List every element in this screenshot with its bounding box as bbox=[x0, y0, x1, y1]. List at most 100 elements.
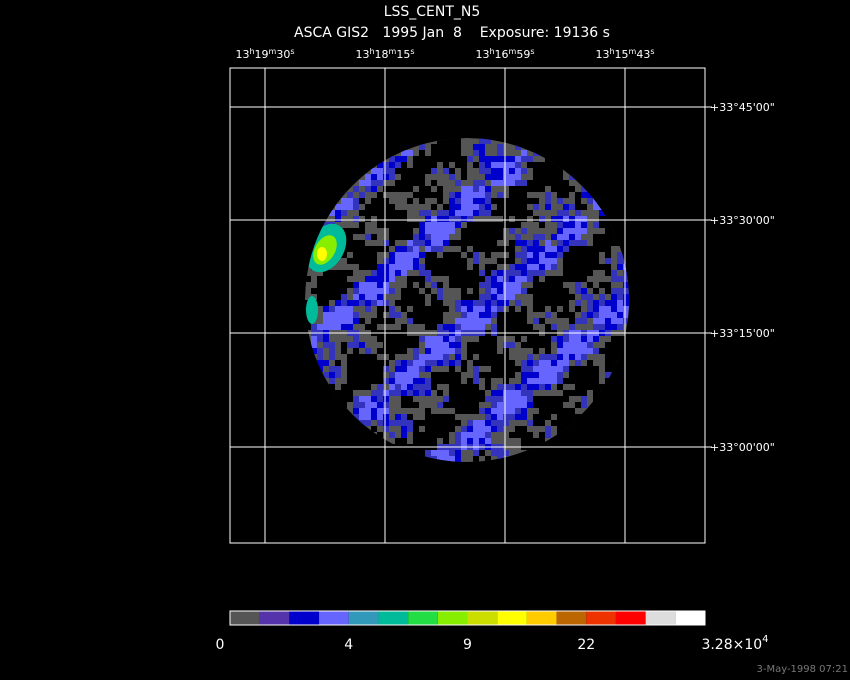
pixel bbox=[461, 408, 467, 414]
pixel bbox=[503, 342, 509, 348]
pixel bbox=[491, 402, 497, 408]
pixel bbox=[413, 234, 419, 240]
pixel bbox=[581, 402, 587, 408]
pixel bbox=[443, 138, 449, 144]
pixel bbox=[347, 384, 353, 390]
pixel bbox=[575, 210, 581, 216]
pixel bbox=[497, 228, 503, 234]
pixel bbox=[407, 186, 413, 192]
pixel bbox=[461, 156, 467, 162]
pixel bbox=[359, 372, 365, 378]
pixel bbox=[503, 360, 509, 366]
pixel bbox=[425, 336, 431, 342]
pixel bbox=[473, 144, 479, 150]
pixel bbox=[395, 216, 401, 222]
pixel bbox=[383, 420, 389, 426]
pixel bbox=[437, 210, 443, 216]
pixel bbox=[497, 426, 503, 432]
pixel bbox=[413, 378, 419, 384]
pixel bbox=[395, 234, 401, 240]
pixel bbox=[539, 246, 545, 252]
pixel bbox=[563, 264, 569, 270]
pixel bbox=[557, 354, 563, 360]
pixel bbox=[395, 390, 401, 396]
pixel bbox=[545, 174, 551, 180]
pixel bbox=[431, 162, 437, 168]
pixel bbox=[485, 396, 491, 402]
pixel bbox=[485, 360, 491, 366]
pixel bbox=[521, 306, 527, 312]
pixel bbox=[473, 162, 479, 168]
pixel bbox=[575, 258, 581, 264]
pixel bbox=[581, 336, 587, 342]
pixel bbox=[539, 294, 545, 300]
pixel bbox=[377, 312, 383, 318]
pixel bbox=[539, 162, 545, 168]
pixel bbox=[449, 342, 455, 348]
pixel bbox=[425, 264, 431, 270]
pixel bbox=[467, 324, 473, 330]
pixel bbox=[389, 348, 395, 354]
pixel bbox=[521, 402, 527, 408]
pixel bbox=[407, 228, 413, 234]
pixel bbox=[437, 318, 443, 324]
pixel bbox=[593, 312, 599, 318]
pixel bbox=[575, 372, 581, 378]
pixel bbox=[581, 270, 587, 276]
pixel bbox=[431, 342, 437, 348]
pixel bbox=[401, 390, 407, 396]
tick-text: 3.28×10 bbox=[701, 637, 762, 653]
pixel bbox=[545, 162, 551, 168]
pixel bbox=[587, 246, 593, 252]
pixel bbox=[539, 366, 545, 372]
pixel bbox=[551, 366, 557, 372]
pixel bbox=[443, 360, 449, 366]
pixel bbox=[557, 234, 563, 240]
pixel bbox=[479, 432, 485, 438]
pixel bbox=[449, 384, 455, 390]
ra-unit: s bbox=[410, 47, 414, 56]
pixel bbox=[569, 264, 575, 270]
pixel bbox=[563, 234, 569, 240]
pixel bbox=[575, 360, 581, 366]
pixel bbox=[623, 294, 629, 300]
pixel bbox=[443, 222, 449, 228]
pixel bbox=[527, 354, 533, 360]
pixel bbox=[581, 396, 587, 402]
pixel bbox=[419, 384, 425, 390]
pixel bbox=[341, 390, 347, 396]
pixel bbox=[389, 336, 395, 342]
pixel bbox=[485, 318, 491, 324]
pixel bbox=[503, 198, 509, 204]
pixel bbox=[437, 426, 443, 432]
pixel bbox=[425, 252, 431, 258]
tick-text: 9 bbox=[463, 637, 472, 653]
ra-unit: s bbox=[530, 47, 534, 56]
pixel bbox=[485, 312, 491, 318]
pixel bbox=[419, 162, 425, 168]
pixel bbox=[539, 378, 545, 384]
pixel bbox=[497, 372, 503, 378]
pixel bbox=[617, 300, 623, 306]
pixel bbox=[551, 234, 557, 240]
pixel bbox=[455, 282, 461, 288]
pixel bbox=[353, 216, 359, 222]
pixel bbox=[455, 300, 461, 306]
pixel bbox=[419, 228, 425, 234]
pixel bbox=[449, 426, 455, 432]
pixel bbox=[461, 426, 467, 432]
pixel bbox=[377, 246, 383, 252]
pixel bbox=[539, 216, 545, 222]
pixel bbox=[389, 312, 395, 318]
pixel bbox=[347, 270, 353, 276]
pixel bbox=[329, 306, 335, 312]
pixel bbox=[401, 222, 407, 228]
pixel bbox=[497, 366, 503, 372]
pixel bbox=[521, 288, 527, 294]
colorbar-label: 3.28×104 bbox=[701, 634, 768, 653]
pixel bbox=[401, 150, 407, 156]
pixel bbox=[515, 264, 521, 270]
pixel bbox=[359, 396, 365, 402]
pixel bbox=[377, 168, 383, 174]
pixel bbox=[377, 366, 383, 372]
